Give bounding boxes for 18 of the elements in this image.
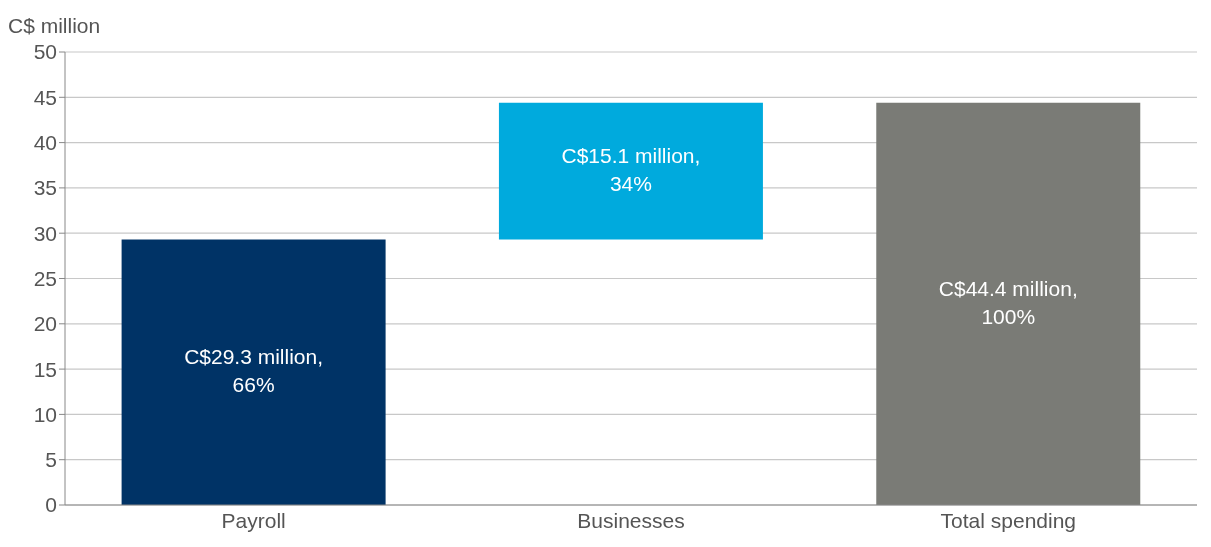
y-tick-label: 45 [33, 85, 57, 109]
y-tick-label: 20 [33, 312, 57, 336]
y-axis-title: C$ million [8, 14, 101, 38]
annotation: C$44.4 million, 100% [938, 276, 1078, 328]
annotation: C$15.1 million, 34% [561, 143, 701, 195]
y-tick-label: 30 [33, 221, 57, 245]
y-tick-label: 35 [33, 176, 57, 200]
x-tick-label: Payroll [221, 508, 286, 532]
y-tick-label: 40 [33, 131, 57, 155]
y-tick-label: 10 [33, 402, 57, 426]
x-tick-label: Total spending [940, 508, 1077, 532]
x-tick-label: Businesses [577, 508, 685, 532]
y-tick-label: 5 [45, 448, 57, 472]
y-tick-label: 15 [33, 357, 57, 381]
y-tick-label: 50 [33, 40, 57, 64]
annotation: C$29.3 million, 66% [184, 344, 324, 396]
y-tick-label: 0 [45, 493, 57, 517]
y-tick-label: 25 [33, 266, 57, 290]
